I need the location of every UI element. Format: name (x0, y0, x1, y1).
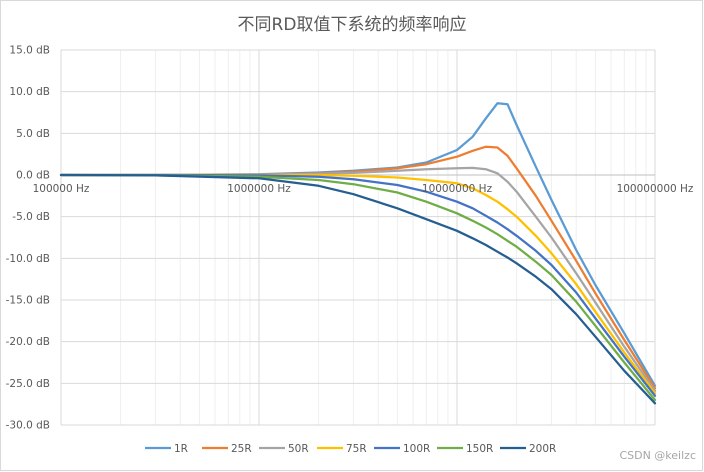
series-line-150R (59, 173, 657, 402)
y-tick-label: -30.0 dB (6, 420, 50, 432)
chart-title: 不同RD取值下系统的频率响应 (237, 15, 467, 35)
x-tick-label: 100000 Hz (33, 183, 90, 195)
legend-label-75R: 75R (346, 443, 367, 455)
series-line-50R (59, 166, 657, 392)
y-tick-label: 10.0 dB (9, 86, 50, 98)
watermark: CSDN @keilzc (619, 449, 696, 462)
y-tick-label: 0.0 dB (16, 170, 50, 182)
y-tick-label: 5.0 dB (16, 128, 50, 140)
x-tick-label: 100000000 Hz (617, 183, 694, 195)
x-tick-label: 1000000 Hz (227, 183, 291, 195)
legend-label-25R: 25R (231, 443, 252, 455)
y-tick-label: -10.0 dB (6, 253, 50, 265)
legend-label-50R: 50R (288, 443, 309, 455)
legend-label-150R: 150R (466, 443, 493, 455)
legend-label-1R: 1R (174, 443, 188, 455)
x-tick-label: 10000000 Hz (422, 183, 493, 195)
series-line-25R (59, 145, 657, 390)
series-line-75R (59, 173, 657, 395)
y-tick-label: -25.0 dB (6, 378, 50, 390)
y-tick-label: -5.0 dB (12, 211, 50, 223)
legend-label-200R: 200R (529, 443, 556, 455)
series-line-100R (59, 173, 657, 397)
y-tick-label: 15.0 dB (9, 45, 50, 57)
legend-label-100R: 100R (403, 443, 430, 455)
series-line-200R (59, 173, 657, 405)
y-tick-label: -20.0 dB (6, 336, 50, 348)
y-tick-label: -15.0 dB (6, 295, 50, 307)
